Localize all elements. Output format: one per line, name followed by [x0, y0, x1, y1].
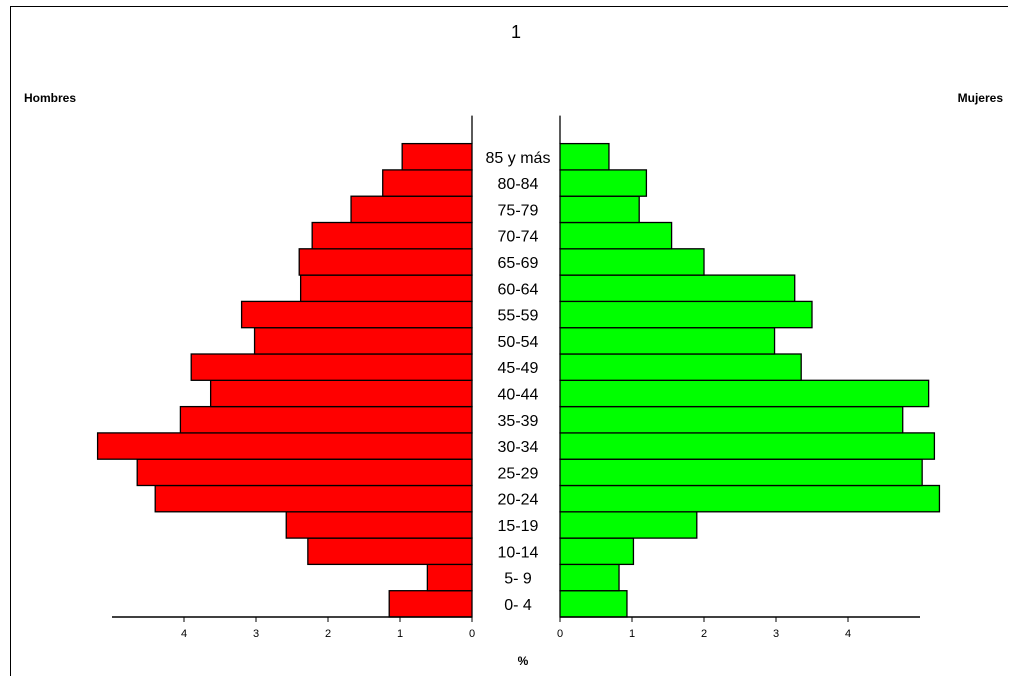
bar-hombres	[298, 248, 473, 276]
age-group-label: 0- 4	[504, 597, 532, 614]
bar-hombres	[401, 142, 473, 171]
chart-frame	[10, 6, 1008, 676]
x-tick-label-left: 1	[397, 628, 403, 640]
bar-hombres	[388, 590, 473, 618]
bar-hombres	[307, 537, 473, 566]
age-group-label: 10-14	[498, 544, 539, 561]
bar-mujeres	[559, 379, 930, 408]
x-tick-label-left: 2	[325, 628, 331, 640]
bar-mujeres	[559, 221, 673, 250]
bar-mujeres	[559, 169, 648, 197]
x-tick-label-right: 4	[845, 628, 851, 640]
bar-hombres	[136, 458, 473, 487]
bar-mujeres	[559, 590, 628, 618]
x-tick-label-left: 0	[469, 628, 475, 640]
age-group-label: 30-34	[498, 439, 539, 456]
x-tick-label-right: 2	[701, 628, 707, 640]
bar-mujeres	[559, 458, 923, 487]
x-tick-label-right: 1	[629, 628, 635, 640]
bar-mujeres	[559, 248, 705, 276]
bar-hombres	[154, 484, 473, 513]
age-group-label: 35-39	[498, 413, 539, 430]
bar-mujeres	[559, 300, 813, 329]
age-group-label: 85 y más	[486, 150, 551, 167]
age-group-label: 60-64	[498, 281, 539, 298]
age-group-label: 70-74	[498, 229, 539, 246]
age-group-label: 75-79	[498, 202, 539, 219]
x-tick-label-left: 3	[253, 628, 259, 640]
x-tick-label-right: 3	[773, 628, 779, 640]
bar-mujeres	[559, 327, 776, 355]
age-group-label: 25-29	[498, 465, 539, 482]
bar-hombres	[299, 274, 473, 303]
bar-mujeres	[559, 484, 941, 513]
left-label-hombres: Hombres	[24, 91, 76, 105]
bar-mujeres	[559, 563, 620, 592]
bar-hombres	[240, 300, 473, 329]
bar-mujeres	[559, 432, 936, 460]
age-group-label: 15-19	[498, 518, 539, 535]
bar-mujeres	[559, 537, 635, 566]
bar-hombres	[311, 221, 473, 250]
series-mujeres	[559, 142, 941, 618]
x-tick-label-left: 4	[181, 628, 187, 640]
age-group-label: 80-84	[498, 176, 539, 193]
bar-mujeres	[559, 405, 904, 434]
bar-hombres	[426, 563, 473, 592]
age-group-label: 5- 9	[504, 571, 532, 588]
bar-hombres	[179, 405, 473, 434]
bar-hombres	[382, 169, 473, 197]
age-group-labels: 0- 4 5- 9 10-14 15-19 20-24 25-29 30-34 35-39 40…	[486, 150, 551, 614]
bar-mujeres	[559, 511, 698, 539]
age-group-label: 40-44	[498, 386, 539, 403]
x-axis-unit: %	[518, 654, 529, 668]
axes: 4 3 2 1 0 0 1 2 3 4	[112, 115, 920, 640]
x-tick-label-right: 0	[557, 628, 563, 640]
bar-mujeres	[559, 353, 802, 381]
bar-mujeres	[559, 142, 610, 171]
series-hombres	[96, 142, 473, 618]
bar-hombres	[96, 432, 473, 460]
bar-hombres	[209, 379, 473, 408]
bar-hombres	[253, 327, 473, 355]
bar-hombres	[350, 195, 473, 224]
bar-hombres	[190, 353, 473, 381]
age-group-label: 55-59	[498, 308, 539, 325]
age-group-label: 20-24	[498, 492, 539, 509]
bar-hombres	[285, 511, 473, 539]
age-group-label: 50-54	[498, 334, 539, 351]
bar-mujeres	[559, 274, 796, 303]
bar-mujeres	[559, 195, 640, 224]
right-label-mujeres: Mujeres	[958, 91, 1004, 105]
age-group-label: 65-69	[498, 255, 539, 272]
chart-title: 1	[511, 22, 521, 42]
age-group-label: 45-49	[498, 360, 539, 377]
